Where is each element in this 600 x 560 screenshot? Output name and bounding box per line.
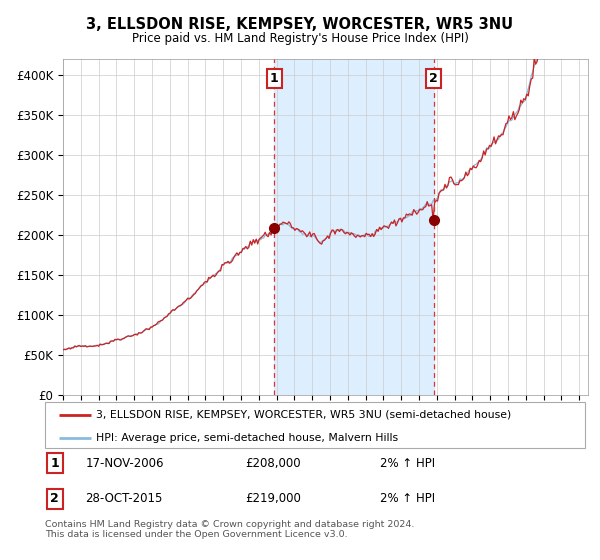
Text: 2% ↑ HPI: 2% ↑ HPI <box>380 456 435 470</box>
Text: 2% ↑ HPI: 2% ↑ HPI <box>380 492 435 505</box>
Text: 2: 2 <box>430 72 438 85</box>
Text: 1: 1 <box>50 456 59 470</box>
Text: £208,000: £208,000 <box>245 456 301 470</box>
Bar <box>274 59 434 395</box>
Text: 28-OCT-2015: 28-OCT-2015 <box>86 492 163 505</box>
Text: 3, ELLSDON RISE, KEMPSEY, WORCESTER, WR5 3NU (semi-detached house): 3, ELLSDON RISE, KEMPSEY, WORCESTER, WR5… <box>96 410 512 420</box>
Text: 17-NOV-2006: 17-NOV-2006 <box>86 456 164 470</box>
Text: £219,000: £219,000 <box>245 492 301 505</box>
Text: 3, ELLSDON RISE, KEMPSEY, WORCESTER, WR5 3NU: 3, ELLSDON RISE, KEMPSEY, WORCESTER, WR5… <box>86 17 514 32</box>
Text: HPI: Average price, semi-detached house, Malvern Hills: HPI: Average price, semi-detached house,… <box>96 433 398 443</box>
Text: Price paid vs. HM Land Registry's House Price Index (HPI): Price paid vs. HM Land Registry's House … <box>131 32 469 45</box>
Text: 2: 2 <box>50 492 59 505</box>
Text: Contains HM Land Registry data © Crown copyright and database right 2024.
This d: Contains HM Land Registry data © Crown c… <box>45 520 415 539</box>
Text: 1: 1 <box>270 72 279 85</box>
